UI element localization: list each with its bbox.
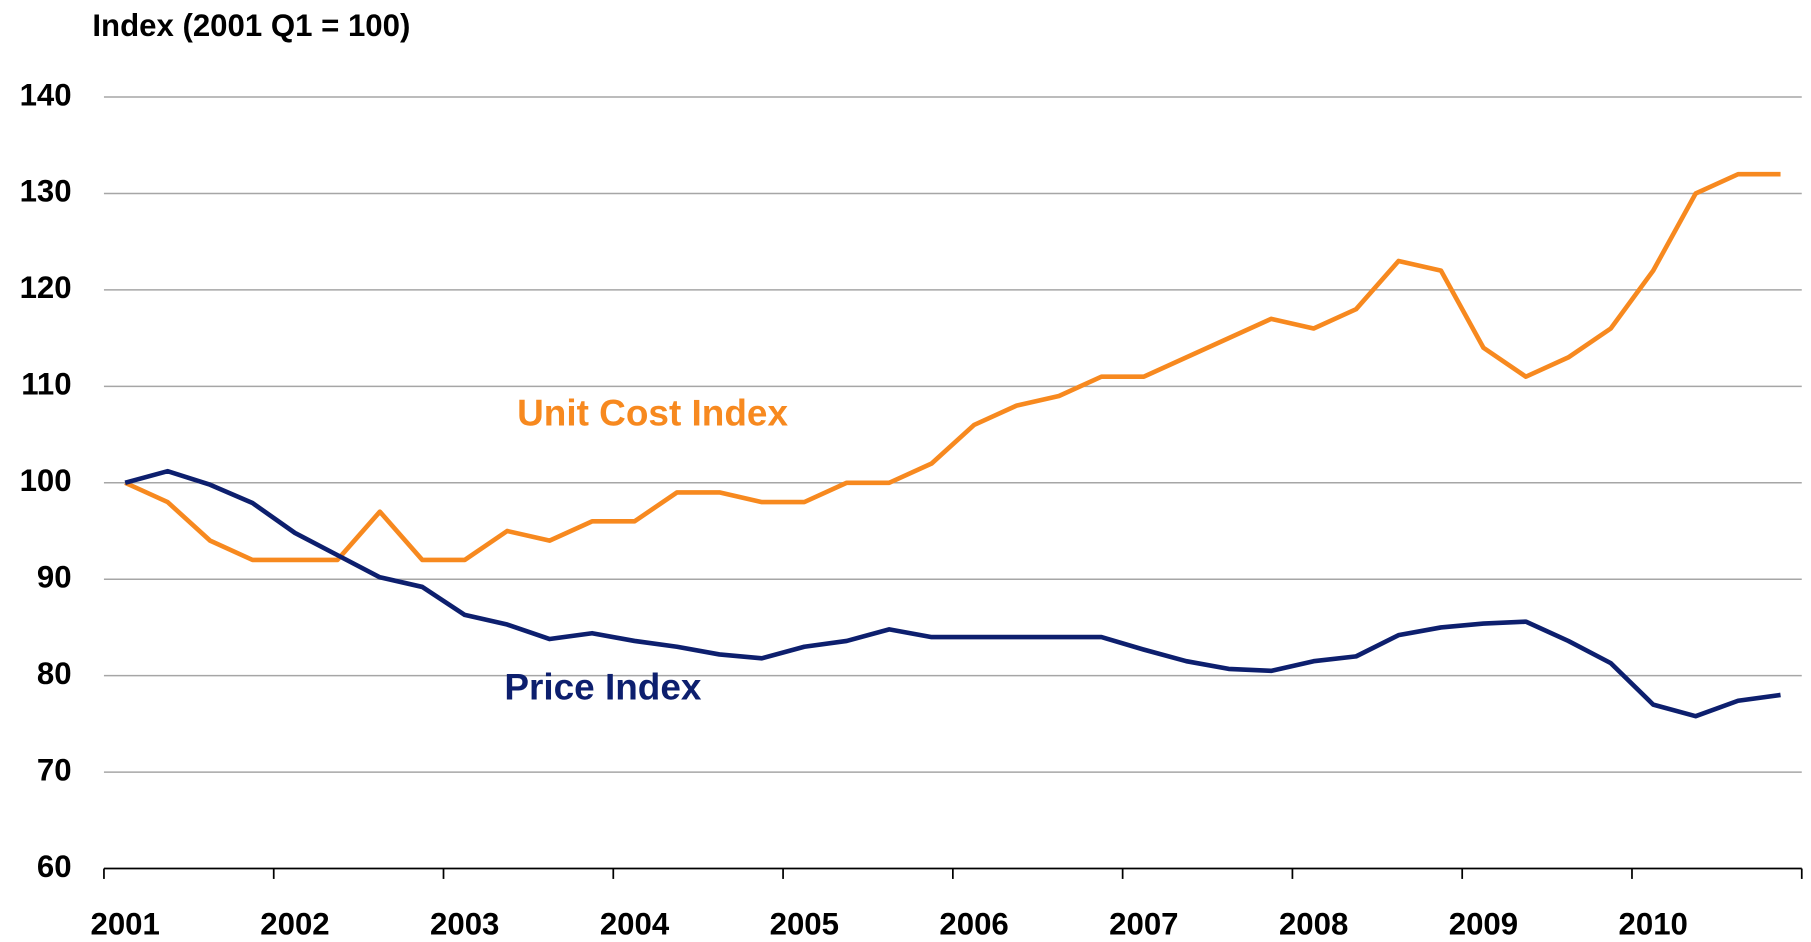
series-label: Price Index bbox=[504, 666, 702, 707]
y-tick-label: 130 bbox=[20, 174, 72, 209]
series-line bbox=[124, 468, 1781, 719]
y-tick-label: 100 bbox=[20, 463, 72, 498]
x-tick-label: 2006 bbox=[939, 907, 1008, 942]
x-tick-label: 2007 bbox=[1109, 907, 1178, 942]
y-tick-label: 120 bbox=[20, 270, 72, 305]
series-line bbox=[124, 171, 1781, 563]
series-label: Unit Cost Index bbox=[517, 393, 788, 434]
x-tick-label: 2008 bbox=[1279, 907, 1348, 942]
x-tick-label: 2010 bbox=[1619, 907, 1688, 942]
x-tick-label: 2003 bbox=[430, 907, 499, 942]
x-tick-label: 2001 bbox=[90, 907, 159, 942]
x-tick-label: 2002 bbox=[260, 907, 329, 942]
x-tick-label: 2004 bbox=[600, 907, 670, 942]
y-tick-label: 110 bbox=[21, 367, 71, 402]
x-tick-label: 2005 bbox=[770, 907, 839, 942]
y-axis-label: Index (2001 Q1 = 100) bbox=[92, 8, 410, 43]
y-tick-label: 140 bbox=[20, 77, 72, 112]
x-tick-label: 2009 bbox=[1449, 907, 1518, 942]
y-tick-label: 60 bbox=[37, 849, 72, 884]
y-tick-label: 70 bbox=[37, 752, 72, 787]
y-tick-label: 80 bbox=[37, 656, 72, 691]
y-tick-label: 90 bbox=[37, 559, 72, 594]
